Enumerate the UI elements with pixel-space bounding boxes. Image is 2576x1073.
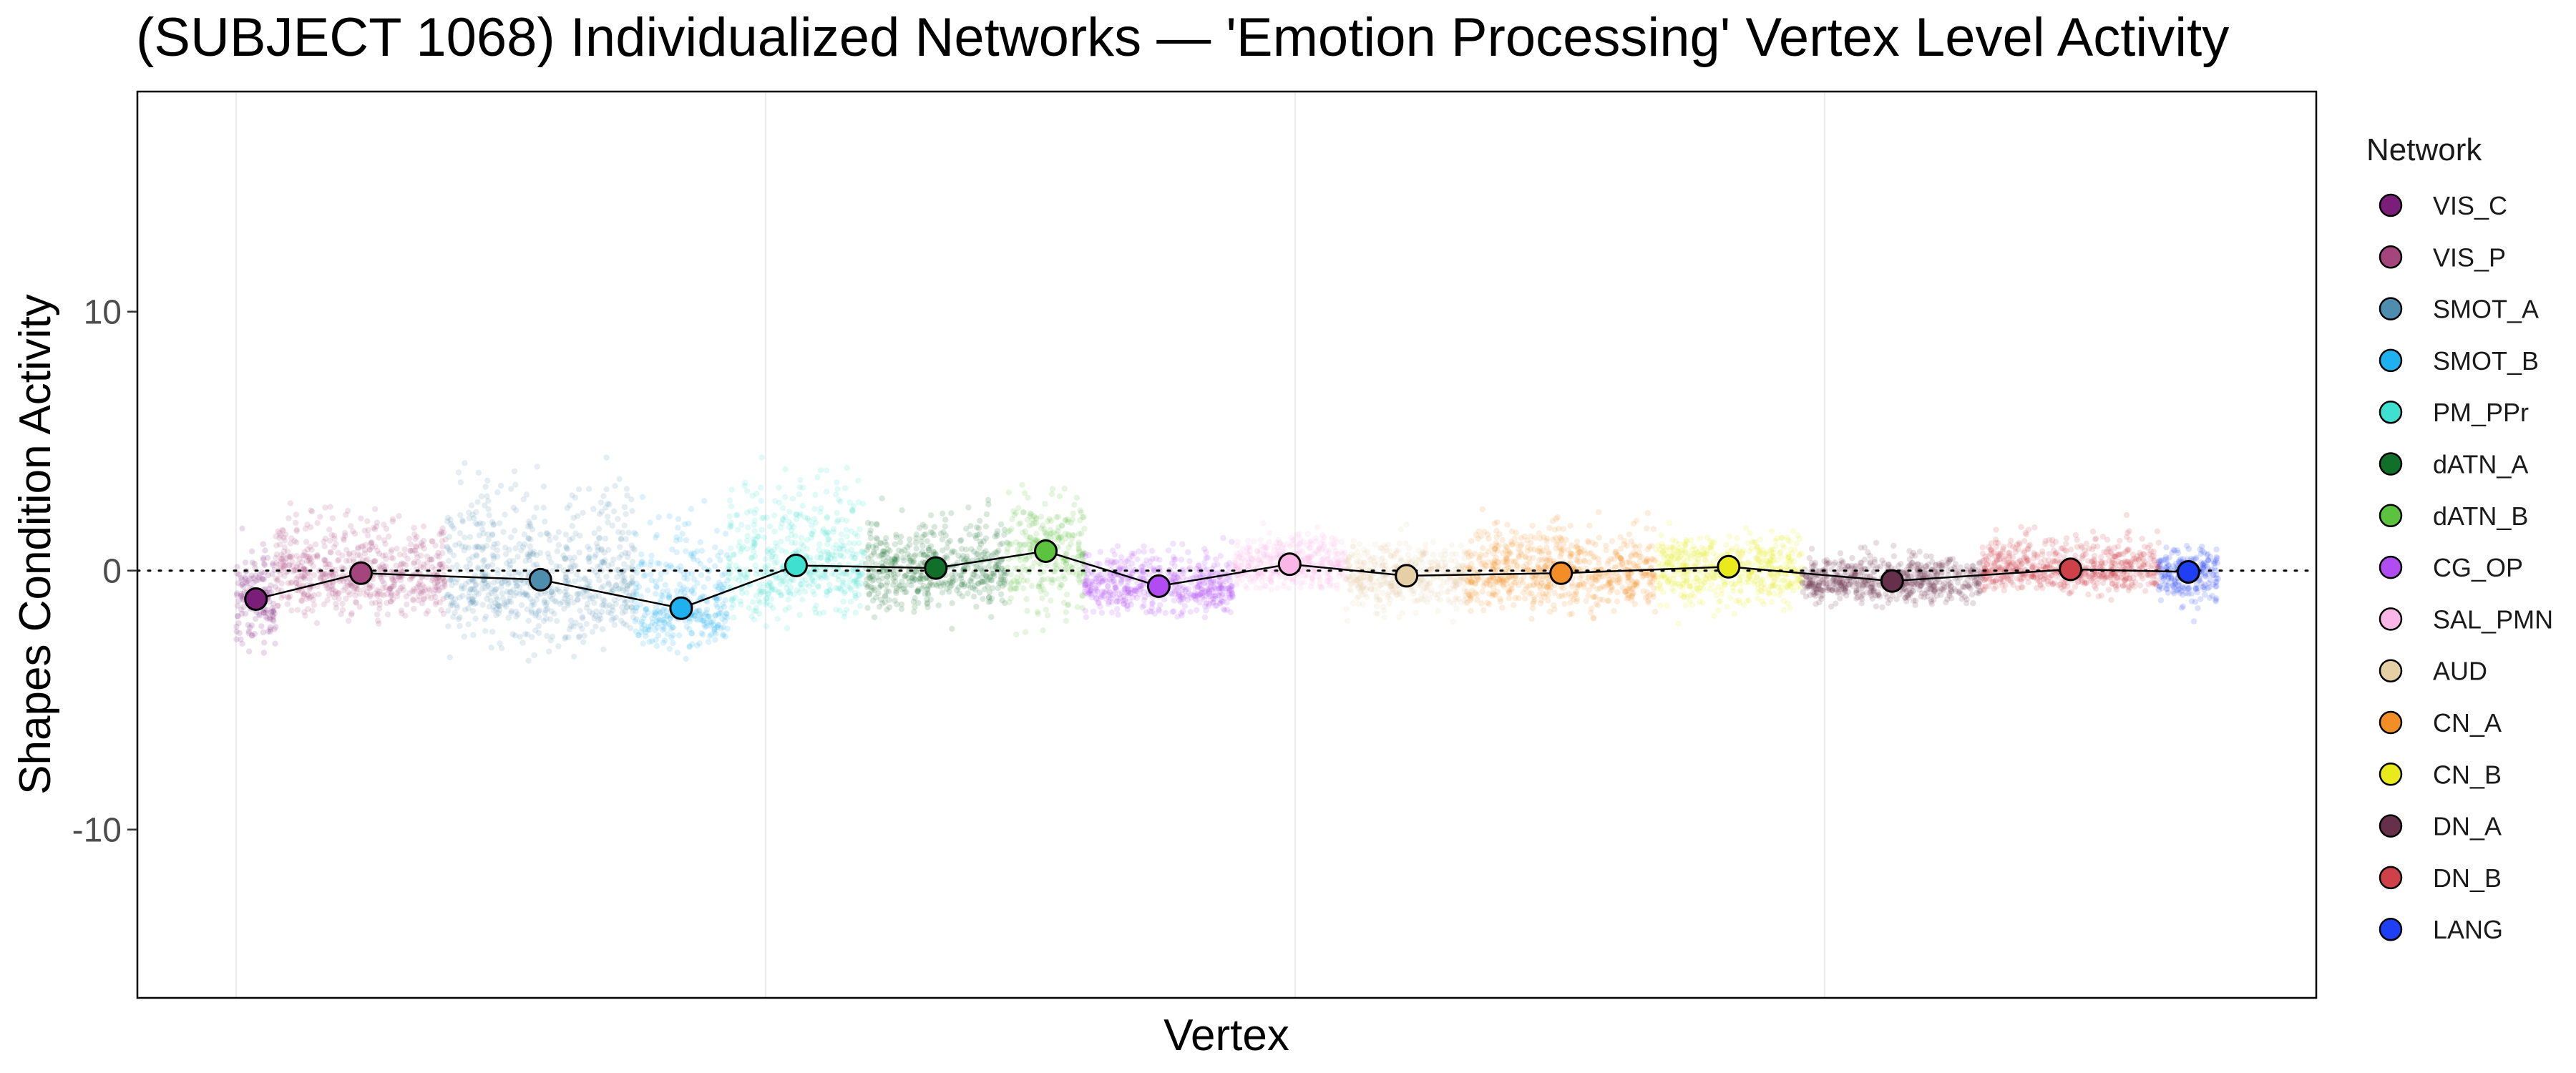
legend-item-smot-a: SMOT_A (2379, 295, 2539, 324)
plot-border (136, 90, 2318, 999)
legend-swatch (2379, 400, 2403, 424)
legend-swatch (2379, 555, 2403, 579)
legend-label: SMOT_A (2433, 295, 2539, 324)
legend-swatch (2379, 504, 2403, 528)
mean-point-dn-b (2059, 557, 2083, 582)
legend-item-vis-p: VIS_P (2379, 242, 2506, 272)
legend-swatch (2379, 763, 2403, 786)
legend-swatch (2379, 193, 2403, 217)
y-tick-label: 0 (102, 553, 122, 591)
legend-label: AUD (2433, 657, 2487, 686)
mean-point-datn-a (924, 556, 948, 580)
points-dn-b (1979, 511, 2162, 603)
mean-point-aud (1395, 564, 1419, 588)
mean-point-sal-pmn (1277, 552, 1302, 577)
legend-swatch (2379, 866, 2403, 890)
legend-swatch (2379, 607, 2403, 631)
legend-swatch (2379, 659, 2403, 682)
y-tick-label: 10 (84, 294, 122, 332)
legend-item-smot-b: SMOT_B (2379, 346, 2539, 376)
legend-swatch (2379, 297, 2403, 320)
legend-label: SMOT_B (2433, 346, 2539, 376)
legend-item-lang: LANG (2379, 915, 2503, 944)
legend-item-dn-b: DN_B (2379, 863, 2502, 893)
legend-label: VIS_C (2433, 191, 2507, 220)
legend-label: DN_B (2433, 863, 2502, 893)
legend-item-dn-a: DN_A (2379, 812, 2502, 841)
mean-point-smot-b (669, 596, 693, 620)
legend-swatch (2379, 814, 2403, 838)
legend-label: DN_A (2433, 812, 2502, 841)
legend-swatch (2379, 348, 2403, 373)
mean-point-dn-a (1880, 569, 1904, 593)
legend-item-aud: AUD (2379, 657, 2487, 686)
legend-label: dATN_B (2433, 501, 2528, 531)
y-tick-label: -10 (72, 812, 122, 850)
mean-point-vis-p (349, 561, 373, 585)
legend-item-pm-ppr: PM_PPr (2379, 398, 2529, 427)
legend-label: LANG (2433, 915, 2503, 944)
legend-item-datn-a: dATN_A (2379, 450, 2528, 479)
chart-title: (SUBJECT 1068) Individualized Networks —… (136, 7, 2229, 68)
legend-item-sal-pmn: SAL_PMN (2379, 604, 2553, 634)
legend-label: CN_B (2433, 760, 2502, 789)
legend-item-cg-op: CG_OP (2379, 553, 2523, 582)
legend-label: CN_A (2433, 708, 2502, 738)
mean-point-datn-b (1034, 539, 1058, 563)
y-axis: -10 0 10 (72, 294, 137, 850)
x-axis-label: Vertex (1163, 1011, 1289, 1060)
legend-swatch (2379, 710, 2403, 735)
mean-point-vis-c (244, 587, 268, 611)
legend-swatch (2379, 452, 2403, 476)
legend-swatch (2379, 917, 2403, 941)
legend-label: dATN_A (2433, 450, 2528, 479)
points-dn-a (1799, 539, 1986, 611)
y-axis-label: Shapes Condition Activity (11, 294, 60, 795)
points-vis-p (273, 500, 449, 627)
mean-point-pm-ppr (784, 554, 808, 577)
grid-lines (235, 92, 1825, 998)
mean-point-cn-b (1717, 554, 1741, 579)
legend-label: SAL_PMN (2433, 604, 2553, 634)
points-datn-b (1004, 481, 1088, 638)
network-means (244, 539, 2200, 620)
legend-label: VIS_P (2433, 242, 2506, 272)
points-smot-b (631, 494, 731, 662)
legend: Network VIS_C VIS_P SMOT_A SMOT_B PM_PPr dATN_… (2366, 132, 2553, 944)
points-datn-a (862, 495, 1010, 632)
legend-title: Network (2366, 132, 2482, 167)
mean-point-cg-op (1146, 574, 1171, 598)
points-smot-a (444, 454, 638, 664)
legend-label: CG_OP (2433, 553, 2523, 582)
legend-item-cn-b: CN_B (2379, 760, 2502, 789)
legend-item-datn-b: dATN_B (2379, 501, 2528, 531)
legend-swatch (2379, 245, 2403, 269)
mean-point-cn-a (1549, 561, 1574, 585)
plot-panel (137, 92, 2316, 998)
legend-label: PM_PPr (2433, 398, 2529, 427)
legend-item-vis-c: VIS_C (2379, 191, 2507, 220)
mean-point-lang (2176, 560, 2200, 584)
mean-point-smot-a (528, 567, 552, 592)
points-lang (2155, 542, 2222, 624)
legend-item-cn-a: CN_A (2379, 708, 2502, 738)
